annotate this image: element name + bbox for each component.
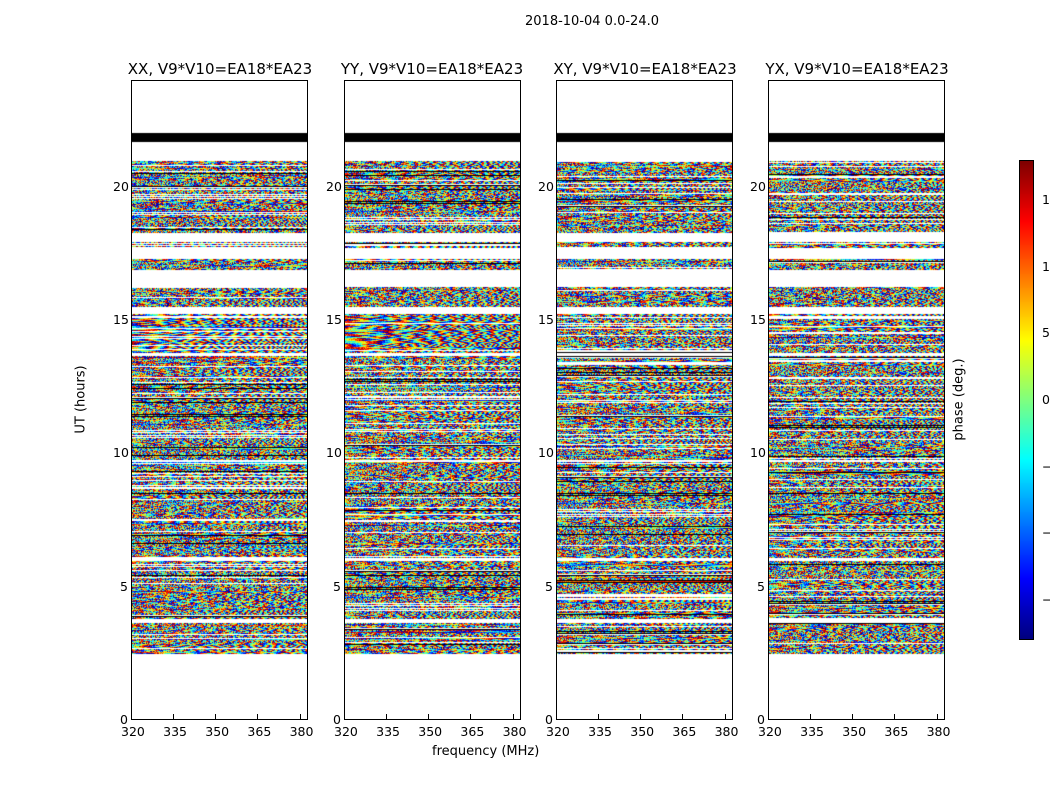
x-tick-mark xyxy=(640,714,642,719)
x-tick-label: 320 xyxy=(546,724,570,739)
y-tick-label: 15 xyxy=(538,312,554,327)
panel-title-yx: YX, V9*V10=EA18*EA23 xyxy=(765,60,949,78)
y-tick-label: 15 xyxy=(750,312,766,327)
x-tick-mark xyxy=(386,714,388,719)
x-tick-mark xyxy=(512,714,514,719)
heatmap-yy xyxy=(345,81,520,719)
y-tick-label: 15 xyxy=(113,312,129,327)
x-tick-mark xyxy=(894,714,896,719)
colorbar-tick-label: −50 xyxy=(1042,458,1050,474)
panel-yx xyxy=(768,80,945,720)
y-tick-label: 10 xyxy=(326,445,342,461)
x-tick-label: 320 xyxy=(334,724,358,739)
x-tick-label: 350 xyxy=(630,724,655,739)
panel-title-yy: YY, V9*V10=EA18*EA23 xyxy=(340,60,524,78)
x-tick-label: 365 xyxy=(672,724,697,739)
x-tick-label: 350 xyxy=(205,724,230,739)
y-tick-label: 0 xyxy=(545,712,553,727)
x-tick-mark xyxy=(724,714,726,719)
x-tick-mark xyxy=(810,714,812,719)
x-tick-label: 380 xyxy=(289,724,314,739)
x-tick-mark xyxy=(470,714,472,719)
heatmap-xy xyxy=(557,81,732,719)
y-tick-label: 0 xyxy=(333,712,341,727)
panel-title-xx: XX, V9*V10=EA18*EA23 xyxy=(127,60,313,78)
x-tick-label: 380 xyxy=(714,724,739,739)
y-axis-label: UT (hours) xyxy=(73,365,89,434)
x-tick-label: 335 xyxy=(588,724,612,739)
x-tick-mark xyxy=(556,714,557,719)
colorbar-tick-label: −150 xyxy=(1042,592,1050,607)
heatmap-xx xyxy=(132,81,307,719)
figure-title: 2018-10-04 0.0-24.0 xyxy=(525,14,659,29)
y-tick-label: 0 xyxy=(757,712,765,727)
colorbar-tick-label: 150 xyxy=(1042,192,1050,207)
x-tick-label: 365 xyxy=(460,724,485,739)
x-tick-label: 335 xyxy=(163,724,187,739)
x-tick-mark xyxy=(257,714,259,719)
colorbar-label: phase (deg.) xyxy=(951,358,967,441)
y-tick-label: 5 xyxy=(120,578,128,594)
x-tick-mark xyxy=(768,714,769,719)
x-tick-mark xyxy=(344,714,345,719)
y-tick-label: 15 xyxy=(326,312,342,327)
x-tick-mark xyxy=(598,714,600,719)
panel-yy xyxy=(344,80,521,720)
y-tick-label: 5 xyxy=(545,578,553,594)
x-tick-mark xyxy=(215,714,217,719)
x-tick-mark xyxy=(428,714,430,719)
x-axis-label: frequency (MHz) xyxy=(432,744,540,759)
x-tick-mark xyxy=(936,714,938,719)
heatmap-yx xyxy=(769,81,944,719)
colorbar-tick-label: −100 xyxy=(1042,525,1050,541)
x-tick-mark xyxy=(173,714,175,719)
y-tick-label: 5 xyxy=(333,578,341,594)
x-tick-label: 335 xyxy=(800,724,824,739)
x-tick-label: 320 xyxy=(121,724,145,739)
colorbar-tick-label: 50 xyxy=(1042,325,1050,341)
x-tick-label: 365 xyxy=(884,724,909,739)
colorbar-tick-label: 100 xyxy=(1042,258,1050,274)
x-tick-label: 365 xyxy=(247,724,272,739)
y-tick-label: 10 xyxy=(538,445,554,461)
x-tick-label: 380 xyxy=(926,724,951,739)
panel-xy xyxy=(556,80,733,720)
y-tick-label: 20 xyxy=(750,178,766,194)
panel-xx xyxy=(131,80,308,720)
y-tick-label: 10 xyxy=(750,445,766,461)
panel-title-xy: XY, V9*V10=EA18*EA23 xyxy=(553,60,737,78)
x-tick-label: 320 xyxy=(758,724,782,739)
x-tick-mark xyxy=(682,714,684,719)
x-tick-label: 335 xyxy=(376,724,400,739)
y-tick-label: 10 xyxy=(113,445,129,461)
x-tick-label: 350 xyxy=(418,724,443,739)
x-tick-mark xyxy=(299,714,301,719)
y-tick-label: 5 xyxy=(757,578,765,594)
x-tick-mark xyxy=(131,714,132,719)
y-tick-label: 0 xyxy=(120,712,128,727)
x-tick-label: 380 xyxy=(502,724,527,739)
colorbar xyxy=(1019,160,1034,640)
y-tick-label: 20 xyxy=(326,178,342,194)
y-tick-label: 20 xyxy=(113,178,129,194)
y-tick-label: 20 xyxy=(538,178,554,194)
x-tick-label: 350 xyxy=(842,724,867,739)
colorbar-tick-label: 0 xyxy=(1042,392,1050,407)
x-tick-mark xyxy=(852,714,854,719)
